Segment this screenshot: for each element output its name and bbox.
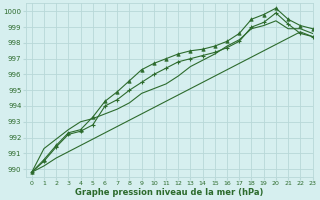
X-axis label: Graphe pression niveau de la mer (hPa): Graphe pression niveau de la mer (hPa)	[75, 188, 263, 197]
